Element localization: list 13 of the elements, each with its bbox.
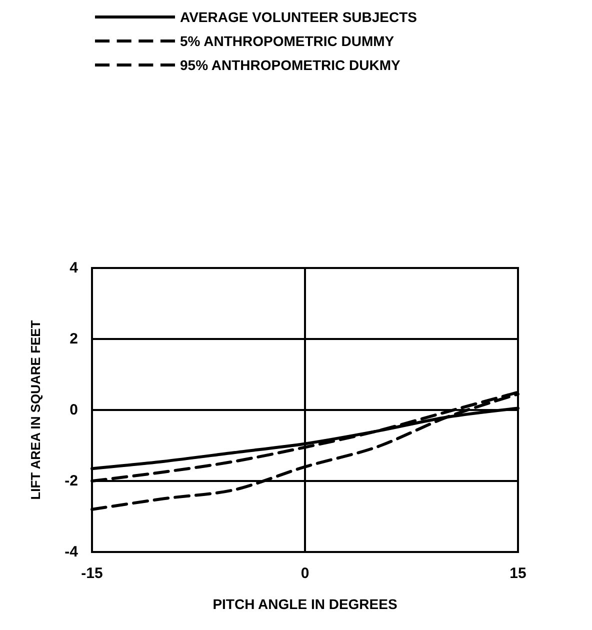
y-tick-label: -2 [64,472,78,490]
x-tick-label: 0 [300,565,310,582]
y-axis-title: LIFT AREA IN SQUARE FEET [28,320,43,500]
legend-label: AVERAGE VOLUNTEER SUBJECTS [180,9,417,25]
y-tick-label: 4 [70,260,79,276]
x-axis-title: PITCH ANGLE IN DEGREES [212,596,398,612]
legend-label: 5% ANTHROPOMETRIC DUMMY [180,33,395,49]
x-tick-label: -15 [81,565,103,582]
y-tick-label: -4 [64,544,79,560]
legend-label: 95% ANTHROPOMETRIC DUKMY [180,57,402,73]
y-tick-label: 2 [70,330,78,348]
x-tick-label: 15 [510,565,526,582]
y-tick-label: 0 [70,402,78,418]
